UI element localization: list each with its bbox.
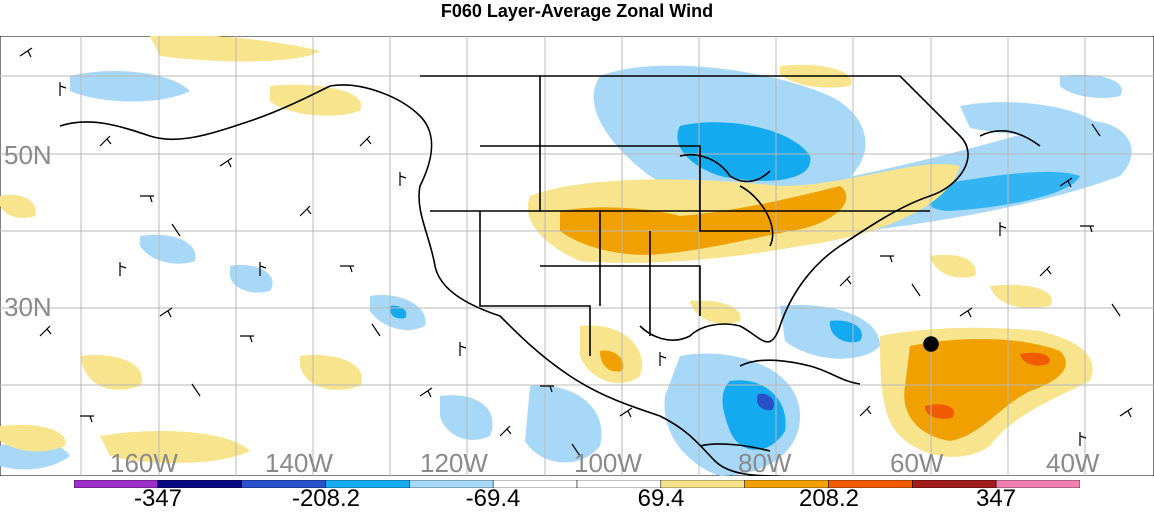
lon-label-40w: 40W <box>1046 448 1100 476</box>
shaded-regions <box>0 36 1132 476</box>
lat-lon-grid <box>0 36 1154 476</box>
colorbar-label: -69.4 <box>465 485 521 512</box>
wind-map: 50N 30N 160W 140W 120W 100W 80W 60W 40W <box>0 36 1154 476</box>
coastlines <box>59 75 1041 476</box>
map-title: F060 Layer-Average Zonal Wind <box>440 1 714 21</box>
colorbar <box>74 480 1080 488</box>
lon-label-160w: 160W <box>110 448 178 476</box>
colorbar-label: -347 <box>133 485 183 512</box>
colorbar-label: 208.2 <box>798 485 860 512</box>
lon-label-140w: 140W <box>265 448 333 476</box>
colorbar-label: 347 <box>975 485 1017 512</box>
lon-label-120w: 120W <box>420 448 488 476</box>
axis-labels: 50N 30N 160W 140W 120W 100W 80W 60W 40W <box>4 140 1100 476</box>
lat-label-30n: 30N <box>4 292 52 322</box>
colorbar-label: -208.2 <box>291 485 361 512</box>
lon-label-60w: 60W <box>890 448 944 476</box>
lon-label-80w: 80W <box>738 448 792 476</box>
lon-label-100w: 100W <box>574 448 642 476</box>
colorbar-segment <box>995 480 1080 488</box>
lat-label-50n: 50N <box>4 140 52 170</box>
colorbar-label: 69.4 <box>637 485 685 512</box>
wind-barbs <box>19 47 1133 457</box>
